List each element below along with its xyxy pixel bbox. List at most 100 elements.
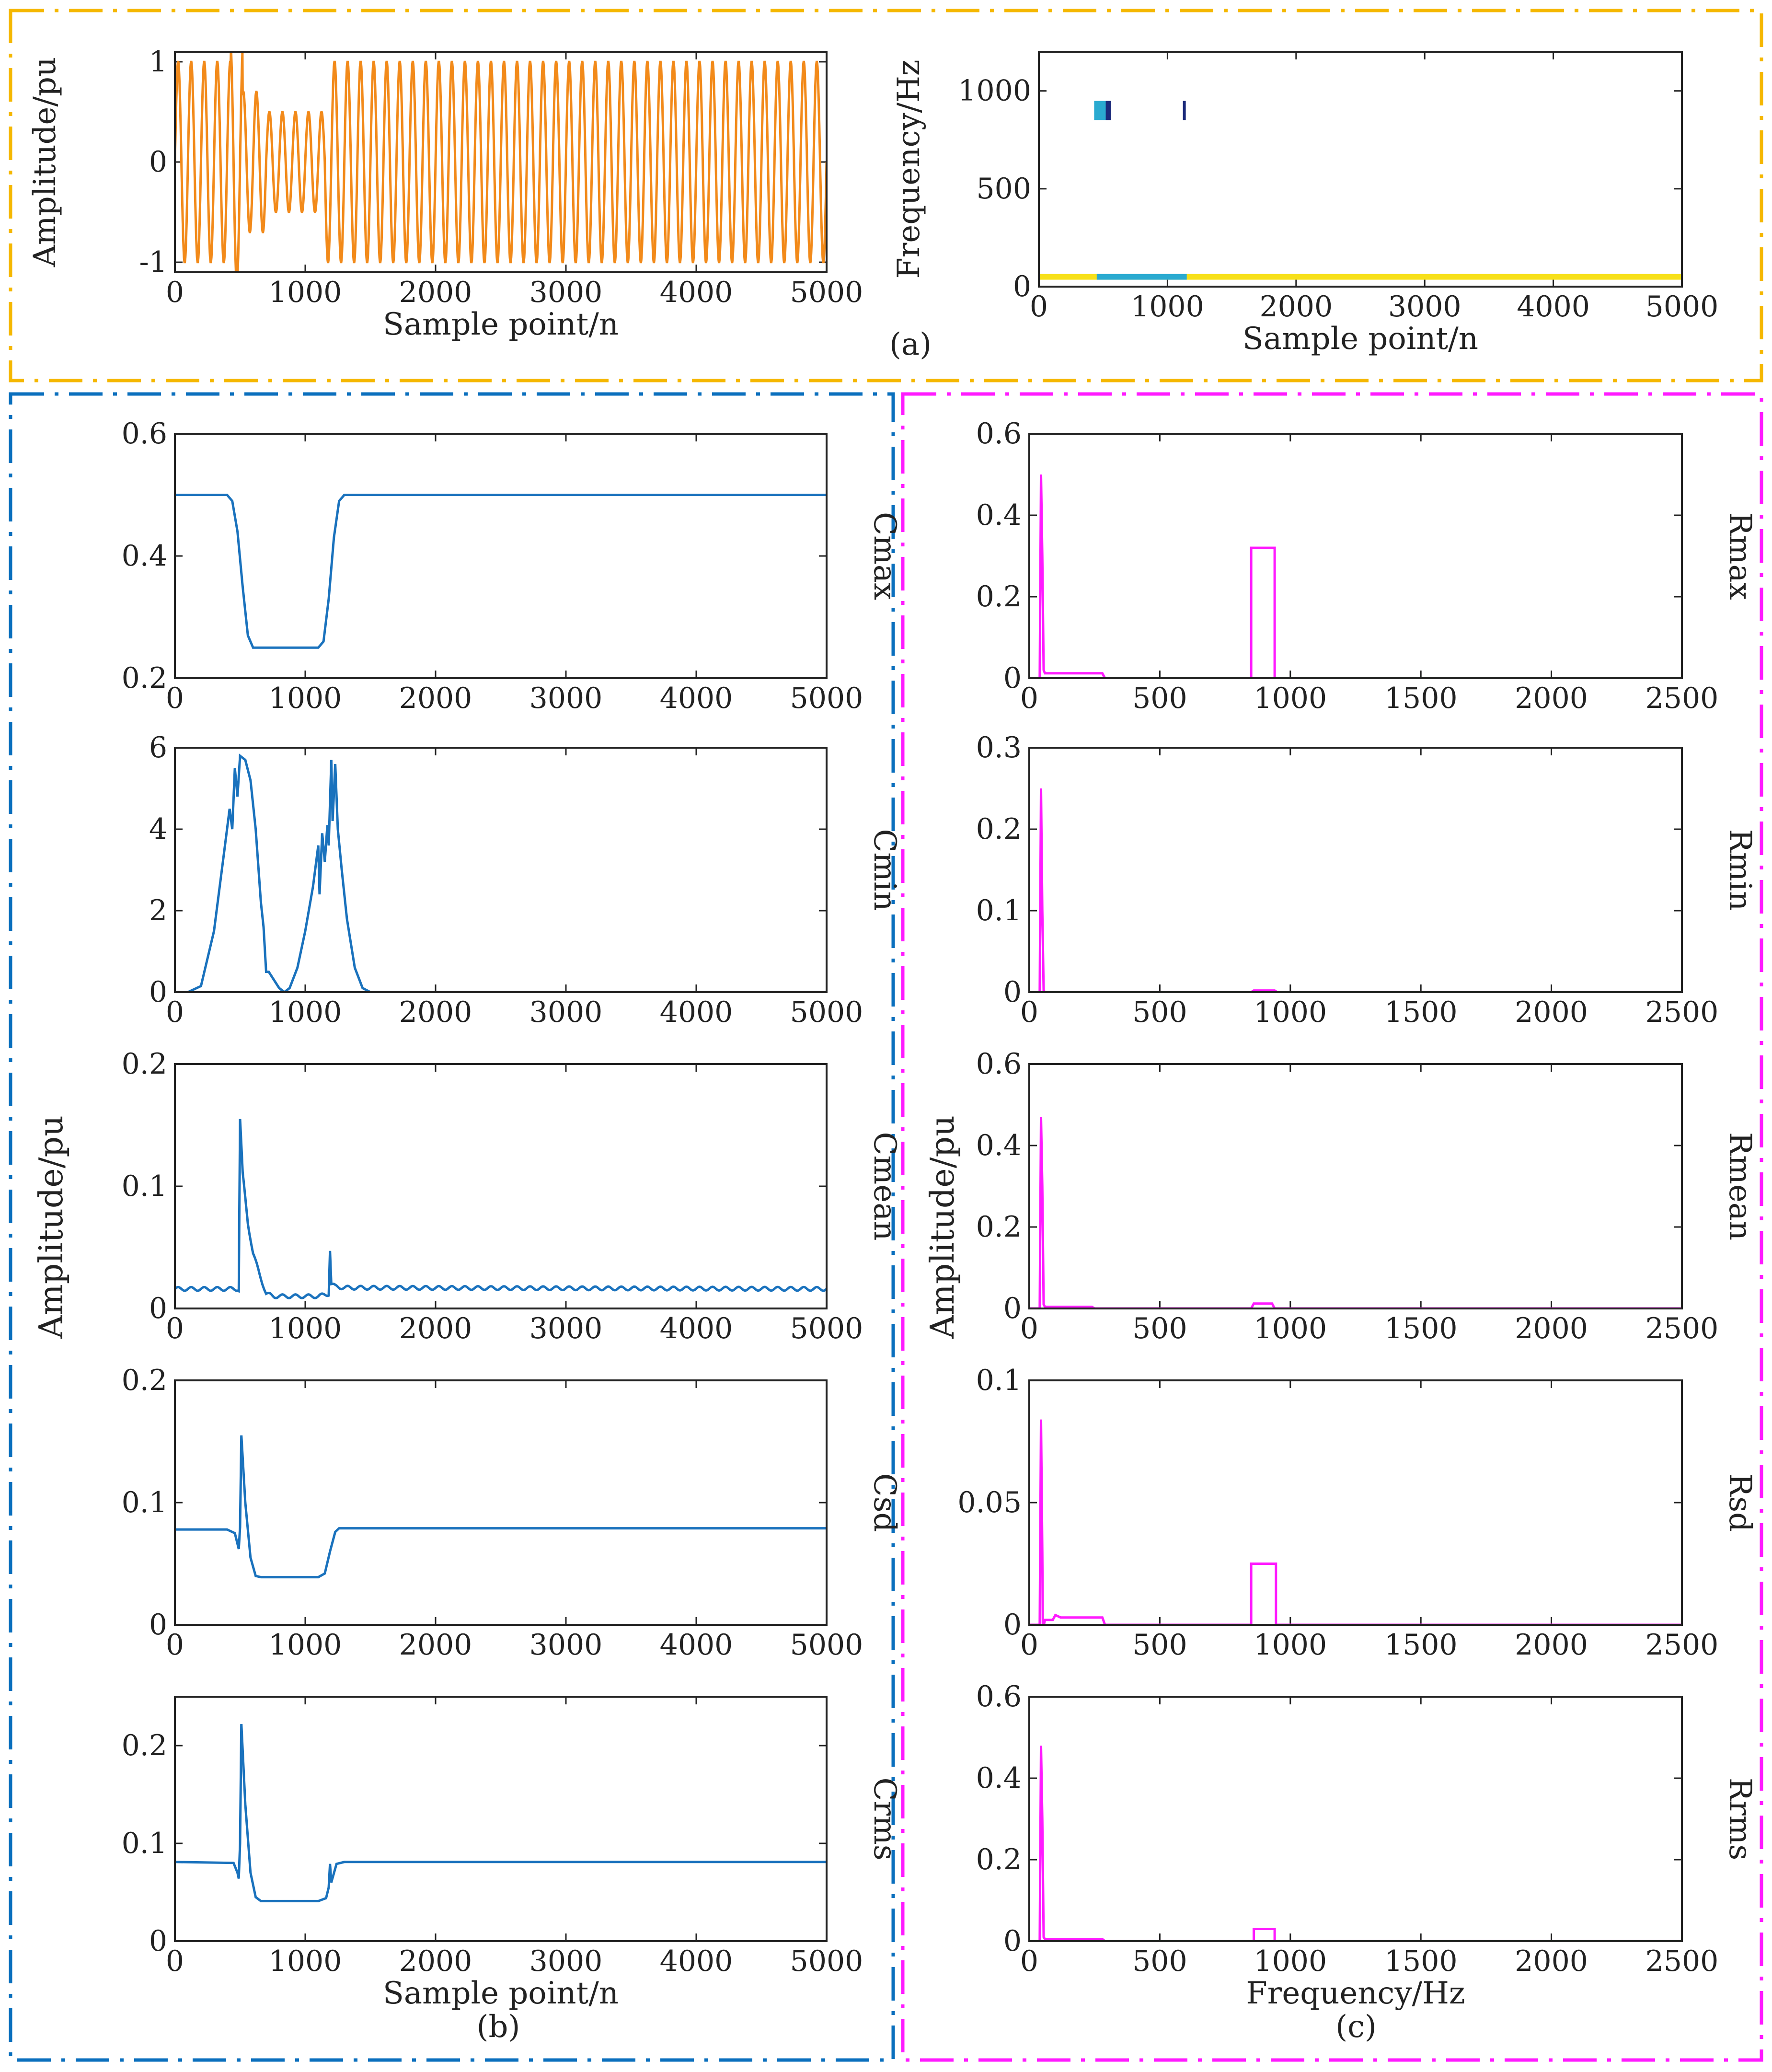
axes-frame bbox=[174, 433, 828, 679]
y-tick-label: 1 bbox=[149, 45, 167, 79]
axes-frame bbox=[1028, 1063, 1683, 1309]
x-tick-label: 4000 bbox=[660, 682, 733, 715]
y-tick-label: 0.2 bbox=[976, 1210, 1022, 1244]
panel-Crms: 0 1000 2000 3000 4000 5000 0 0.1 0.2 Sample point… bbox=[122, 1696, 902, 2011]
x-axis-label: Sample point/n bbox=[383, 307, 619, 342]
x-tick-label: 3000 bbox=[529, 682, 603, 715]
series-line-Rmean bbox=[1029, 1117, 1682, 1308]
panel-Rmin: 0 500 1000 1500 2000 2500 0 0.1 0.2 0.3 Rmin bbox=[976, 731, 1758, 1029]
x-axis-label: Sample point/n bbox=[1243, 321, 1478, 357]
series-label: Cmin bbox=[867, 829, 902, 911]
y-tick-label: 0.05 bbox=[957, 1486, 1022, 1519]
x-tick-label: 2500 bbox=[1645, 995, 1719, 1029]
y-tick-label: 500 bbox=[976, 172, 1031, 206]
series-label: Rmean bbox=[1722, 1132, 1758, 1240]
x-tick-label: 1000 bbox=[269, 1945, 342, 1978]
panel-Cmax: 0 1000 2000 3000 4000 5000 0.2 0.4 0.6 Cmax bbox=[122, 417, 902, 715]
x-tick-label: 500 bbox=[1132, 995, 1187, 1029]
y-tick-label: 0 bbox=[149, 1924, 167, 1958]
x-tick-label: 0 bbox=[166, 682, 184, 715]
panel-a_signal: 0 1000 2000 3000 4000 5000-101Amplitude/puSam… bbox=[27, 45, 863, 342]
y-tick-label: 6 bbox=[149, 731, 167, 764]
x-tick-label: 1000 bbox=[1254, 1312, 1327, 1345]
x-tick-label: 3000 bbox=[529, 1628, 603, 1662]
x-tick-label: 5000 bbox=[790, 1945, 863, 1978]
y-tick-label: 0.4 bbox=[976, 1761, 1022, 1795]
axes-frame bbox=[1028, 747, 1683, 993]
panel-Rmax: 0 500 1000 1500 2000 2500 0 0.2 0.4 0.6 Rmax bbox=[976, 417, 1758, 715]
x-tick-label: 4000 bbox=[660, 995, 733, 1029]
y-tick-label: 0 bbox=[149, 145, 167, 179]
x-tick-label: 0 bbox=[1020, 1628, 1038, 1662]
y-tick-label: 0 bbox=[1013, 270, 1031, 303]
x-tick-label: 1000 bbox=[269, 682, 342, 715]
y-tick-label: 0.2 bbox=[122, 661, 167, 695]
panel-Csd: 0 1000 2000 3000 4000 5000 0 0.1 0.2 Csd bbox=[122, 1364, 902, 1662]
y-tick-label: 0.2 bbox=[976, 580, 1022, 613]
x-tick-label: 3000 bbox=[529, 1945, 603, 1978]
x-tick-label: 2000 bbox=[1515, 1312, 1588, 1345]
x-tick-label: 0 bbox=[1030, 290, 1048, 324]
y-tick-label: 4 bbox=[149, 812, 167, 846]
x-tick-label: 2500 bbox=[1645, 682, 1719, 715]
shared-ylabel-c: Amplitude/pu bbox=[924, 1115, 962, 1339]
x-tick-label: 3000 bbox=[529, 1312, 603, 1345]
label-a: (a) bbox=[889, 327, 932, 362]
axes-frame bbox=[174, 1063, 828, 1309]
x-tick-label: 1000 bbox=[1254, 1945, 1327, 1978]
x-tick-label: 5000 bbox=[1645, 290, 1719, 324]
x-tick-label: 1500 bbox=[1384, 995, 1458, 1029]
x-tick-label: 2500 bbox=[1645, 1628, 1719, 1662]
x-tick-label: 4000 bbox=[660, 1945, 733, 1978]
x-tick-label: 0 bbox=[166, 1312, 184, 1345]
x-tick-label: 0 bbox=[166, 1628, 184, 1662]
y-tick-label: 0.2 bbox=[122, 1364, 167, 1397]
x-tick-label: 1000 bbox=[269, 1312, 342, 1345]
axes-frame bbox=[174, 747, 828, 993]
series-label: Rsd bbox=[1722, 1473, 1758, 1532]
shared-ylabel-b: Amplitude/pu bbox=[33, 1115, 70, 1339]
x-tick-label: 2000 bbox=[399, 682, 472, 715]
y-tick-label: 0.2 bbox=[122, 1047, 167, 1081]
x-tick-label: 500 bbox=[1132, 1945, 1187, 1978]
x-tick-label: 500 bbox=[1132, 682, 1187, 715]
x-tick-label: 2000 bbox=[399, 1312, 472, 1345]
x-tick-label: 1500 bbox=[1384, 1628, 1458, 1662]
axes-frame bbox=[1038, 51, 1683, 288]
x-tick-label: 5000 bbox=[790, 1628, 863, 1662]
x-tick-label: 2000 bbox=[1259, 290, 1333, 324]
y-axis-label: Frequency/Hz bbox=[891, 59, 927, 278]
x-tick-label: 5000 bbox=[790, 1312, 863, 1345]
y-tick-label: 0 bbox=[1003, 1924, 1022, 1958]
y-tick-label: 0.4 bbox=[976, 1129, 1022, 1162]
y-tick-label: 2 bbox=[149, 894, 167, 927]
x-tick-label: 0 bbox=[166, 276, 184, 309]
x-tick-label: 0 bbox=[1020, 682, 1038, 715]
y-tick-label: 0.1 bbox=[122, 1169, 167, 1203]
x-tick-label: 1000 bbox=[1131, 290, 1204, 324]
series-label: Rrms bbox=[1722, 1778, 1758, 1860]
axes-frame bbox=[1028, 433, 1683, 679]
y-tick-label: 0.2 bbox=[976, 1843, 1022, 1876]
x-tick-label: 5000 bbox=[790, 995, 863, 1029]
y-tick-label: 0 bbox=[149, 1608, 167, 1642]
x-tick-label: 1500 bbox=[1384, 1945, 1458, 1978]
spectrogram-band bbox=[1183, 101, 1186, 120]
x-tick-label: 2500 bbox=[1645, 1945, 1719, 1978]
spectrogram-band bbox=[1094, 101, 1107, 120]
axes-frame bbox=[1028, 1379, 1683, 1626]
series-line-Rmax bbox=[1029, 474, 1682, 678]
series-label: Csd bbox=[867, 1473, 902, 1532]
x-tick-label: 3000 bbox=[529, 276, 603, 309]
panel-Cmin: 0 1000 2000 3000 4000 5000 0 2 4 6 Cmin bbox=[149, 731, 902, 1029]
x-axis-label: Sample point/n bbox=[383, 1976, 619, 2011]
y-tick-label: 0 bbox=[1003, 1608, 1022, 1642]
label-c: (c) bbox=[1335, 2009, 1377, 2045]
panel-Rsd: 0 500 1000 1500 2000 2500 0 0.05 0.1 Rsd bbox=[957, 1364, 1758, 1662]
panel-Rmean: 0 500 1000 1500 2000 2500 0 0.2 0.4 0.6 Rmean bbox=[976, 1047, 1758, 1345]
series-line-Cmin bbox=[175, 753, 827, 992]
x-tick-label: 1000 bbox=[1254, 1628, 1327, 1662]
y-axis-label: Amplitude/pu bbox=[27, 57, 63, 267]
axes-frame bbox=[174, 51, 828, 273]
